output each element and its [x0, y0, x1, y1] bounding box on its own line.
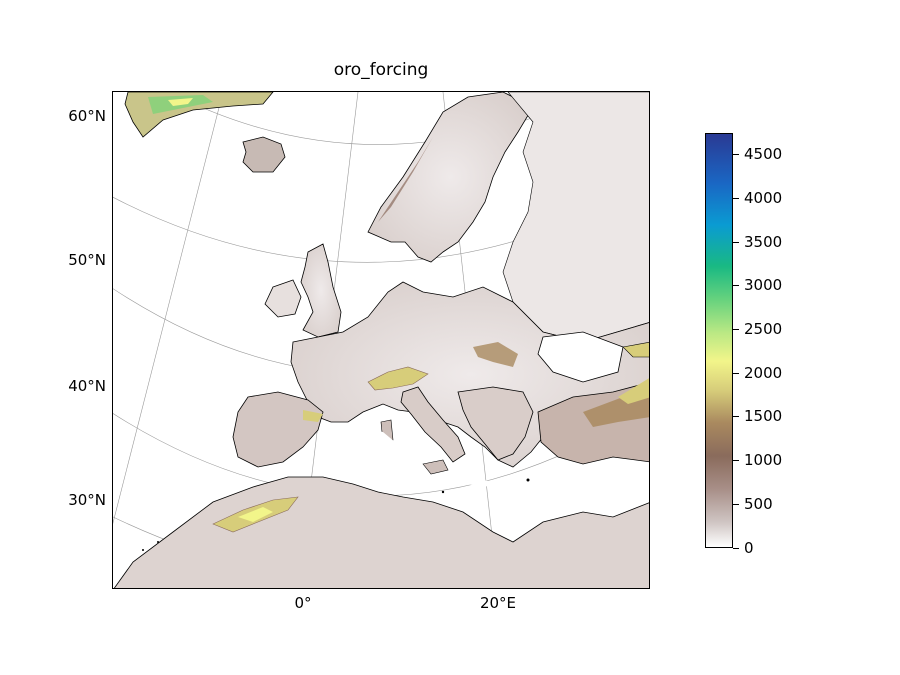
colorbar-tick-mark — [733, 416, 739, 418]
elevation-colorbar — [705, 133, 733, 548]
lat-label-30n: 30°N — [68, 491, 106, 509]
balkan-peninsula-landmass — [457, 386, 534, 461]
colorbar-tick-label: 2000 — [744, 363, 783, 382]
colorbar-tick-label: 500 — [744, 494, 773, 513]
black-sea — [537, 331, 624, 383]
lat-label-60n: 60°N — [68, 107, 106, 125]
colorbar-tick-mark — [733, 154, 739, 156]
alps-range — [367, 366, 429, 391]
ireland-landmass — [264, 279, 302, 318]
colorbar-tick-mark — [733, 198, 739, 200]
lon-label-20e: 20°E — [479, 594, 517, 612]
colorbar-tick-mark — [733, 547, 739, 549]
colorbar-tick-mark — [733, 503, 739, 505]
map-panel — [112, 91, 650, 589]
lat-label-40n: 40°N — [68, 377, 106, 395]
colorbar-tick-label: 4000 — [744, 189, 783, 208]
finland-russia-landmass — [502, 92, 649, 343]
colorbar-tick-mark — [733, 285, 739, 287]
sicily-landmass — [422, 459, 449, 475]
colorbar-tick-label: 1500 — [744, 407, 783, 426]
colorbar-tick-mark — [733, 460, 739, 462]
lat-label-50n: 50°N — [68, 251, 106, 269]
colorbar-tick-mark — [733, 329, 739, 331]
europe-orography-map — [113, 92, 649, 588]
colorbar-tick-label: 3000 — [744, 276, 783, 295]
colorbar-tick-label: 3500 — [744, 232, 783, 251]
small-islands — [142, 478, 530, 551]
colorbar-tick-mark — [733, 241, 739, 243]
mediterranean-sea — [323, 427, 613, 492]
great-britain-landmass — [300, 243, 342, 338]
scandinavia-landmass — [367, 92, 534, 263]
iberian-peninsula-landmass — [232, 391, 324, 468]
colorbar-tick-label: 4500 — [744, 145, 783, 164]
north-africa-landmass — [113, 476, 649, 588]
colorbar-tick-label: 2500 — [744, 320, 783, 339]
colorbar-tick-mark — [733, 372, 739, 374]
lon-label-0: 0° — [294, 594, 312, 612]
colorbar-tick-label: 1000 — [744, 451, 783, 470]
colorbar-tick-label: 0 — [744, 538, 754, 557]
plot-title: oro_forcing — [333, 60, 429, 80]
italian-peninsula-landmass — [400, 386, 466, 463]
iceland-landmass — [242, 136, 286, 173]
